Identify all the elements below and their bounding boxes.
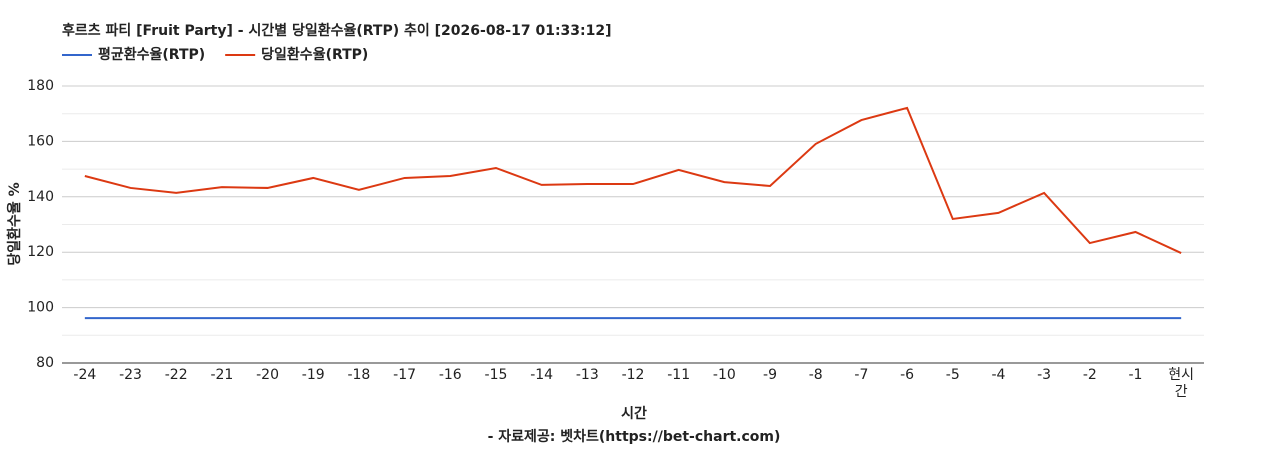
x-tick-label: -13 bbox=[575, 367, 599, 383]
y-tick-label: 180 bbox=[27, 78, 54, 94]
x-tick-label: -11 bbox=[667, 367, 691, 383]
x-tick-label: -23 bbox=[119, 367, 142, 383]
source: - 자료제공: 벳차트(https://bet-chart.com) bbox=[488, 428, 781, 445]
x-tick-label: -10 bbox=[712, 367, 736, 383]
x-tick-label: -1 bbox=[1128, 367, 1143, 383]
x-tick-label: -6 bbox=[900, 367, 915, 383]
x-tick-label: -16 bbox=[438, 367, 462, 383]
x-tick-label: -20 bbox=[256, 367, 279, 383]
x-tick-label: -17 bbox=[393, 367, 417, 383]
x-tick-label: -2 bbox=[1082, 367, 1097, 383]
x-tick-label: -5 bbox=[945, 367, 960, 383]
x-tick-label: -18 bbox=[347, 367, 371, 383]
y-tick-label: 120 bbox=[27, 244, 54, 260]
legend-label: 평균환수율(RTP) bbox=[98, 46, 205, 63]
x-tick-label: -7 bbox=[854, 367, 869, 383]
x-tick-label: -4 bbox=[991, 367, 1006, 383]
x-tick-label: -14 bbox=[530, 367, 554, 383]
y-tick-label: 140 bbox=[27, 189, 54, 205]
x-tick-label: -9 bbox=[763, 367, 778, 383]
x-tick-label: -21 bbox=[210, 367, 234, 383]
x-tick-label: -12 bbox=[621, 367, 645, 383]
y-tick-label: 100 bbox=[27, 300, 54, 316]
y-tick-label: 160 bbox=[27, 133, 54, 149]
y-axis-label: 당일환수율 % bbox=[6, 182, 23, 265]
x-tick-label: -3 bbox=[1037, 367, 1052, 383]
x-tick-label: -22 bbox=[164, 367, 188, 383]
x-tick-label: -24 bbox=[73, 367, 97, 383]
chart-title: 후르츠 파티 [Fruit Party] - 시간별 당일환수율(RTP) 추이… bbox=[62, 22, 612, 39]
legend-label: 당일환수율(RTP) bbox=[261, 46, 368, 63]
x-tick-label: -19 bbox=[301, 367, 325, 383]
x-axis-label: 시간 bbox=[621, 405, 647, 422]
x-tick-label: -15 bbox=[484, 367, 508, 383]
x-tick-label: 현시간 bbox=[1168, 367, 1195, 400]
series-line bbox=[84, 106, 1182, 254]
x-tick-label: -8 bbox=[808, 367, 823, 383]
y-tick-label: 80 bbox=[36, 355, 54, 371]
